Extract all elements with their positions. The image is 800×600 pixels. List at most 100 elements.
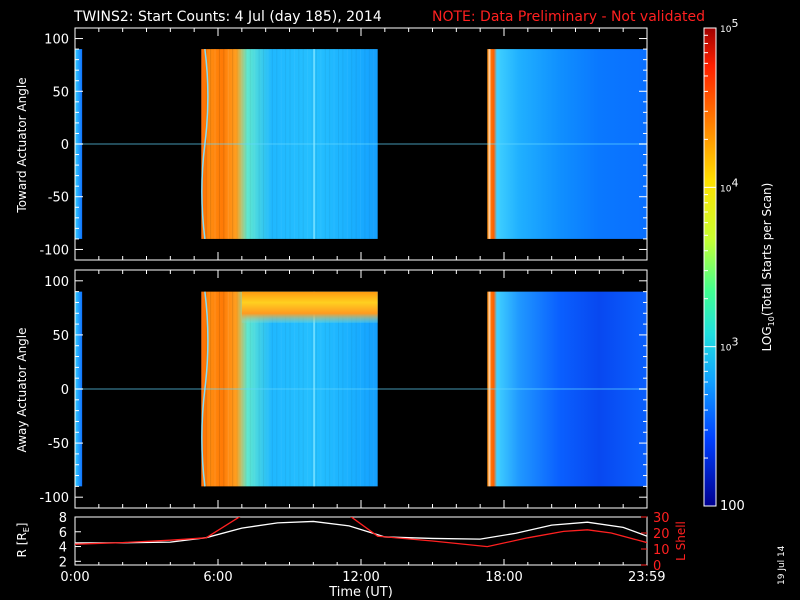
away-stripe bbox=[276, 291, 278, 487]
toward-stripe bbox=[218, 49, 220, 239]
lshell-ytick-label: 20 bbox=[653, 527, 670, 542]
away-stripe bbox=[245, 291, 247, 487]
away-ytick-label: -100 bbox=[39, 491, 69, 506]
away-stripe bbox=[205, 291, 207, 487]
away-stripe bbox=[289, 291, 291, 487]
away-stripe bbox=[263, 291, 265, 487]
toward-stripe bbox=[289, 49, 291, 239]
away-stripe bbox=[218, 291, 220, 487]
toward-stripe bbox=[267, 49, 269, 239]
colorbar-gradient bbox=[704, 28, 716, 506]
toward-data-block-3 bbox=[487, 49, 647, 239]
away-stripe bbox=[214, 291, 216, 487]
lshell-ytick-label: 10 bbox=[653, 543, 670, 558]
toward-stripe bbox=[324, 49, 326, 239]
away-panel: -100 -50 0 50 100 Away Actuator Angle bbox=[15, 269, 648, 509]
away-stripe bbox=[302, 291, 304, 487]
away-stripe bbox=[311, 291, 313, 487]
radius-ytick-label: 2 bbox=[59, 555, 67, 570]
away-stripe bbox=[201, 291, 203, 487]
toward-stripe bbox=[258, 49, 260, 239]
toward-stripe bbox=[368, 49, 370, 239]
toward-stripe bbox=[355, 49, 357, 239]
away-stripe bbox=[240, 291, 242, 487]
toward-stripe bbox=[302, 49, 304, 239]
away-stripe bbox=[280, 291, 282, 487]
time-xtick-label: 0:00 bbox=[60, 570, 89, 585]
away-data-block-2 bbox=[201, 291, 378, 487]
time-xtick-label: 6:00 bbox=[203, 570, 232, 585]
toward-stripe bbox=[311, 49, 313, 239]
time-xlabel: Time (UT) bbox=[328, 585, 393, 600]
toward-stripe bbox=[214, 49, 216, 239]
preliminary-note: NOTE: Data Preliminary - Not validated bbox=[432, 9, 705, 25]
away-stripe bbox=[236, 291, 238, 487]
colorbar-tick-label: 105 bbox=[720, 17, 738, 35]
away-stripe bbox=[285, 291, 287, 487]
toward-panel: -100 -50 0 50 100 Toward Actuator Angle bbox=[15, 27, 648, 261]
away-stripe bbox=[293, 291, 295, 487]
toward-stripe bbox=[351, 49, 353, 239]
lshell-line bbox=[75, 517, 647, 548]
away-stripe bbox=[258, 291, 260, 487]
toward-edge-line bbox=[488, 49, 491, 239]
away-ytick-label: 50 bbox=[52, 329, 69, 344]
away-stripe bbox=[307, 291, 309, 487]
away-stripe bbox=[351, 291, 353, 487]
toward-stripe bbox=[249, 49, 251, 239]
time-xtick-label: 18:00 bbox=[485, 570, 522, 585]
date-stamp: 19 Jul 14 bbox=[777, 545, 787, 585]
toward-stripe bbox=[205, 49, 207, 239]
toward-stripe bbox=[285, 49, 287, 239]
toward-stripe bbox=[276, 49, 278, 239]
toward-stripe bbox=[342, 49, 344, 239]
radius-ytick-label: 6 bbox=[59, 526, 67, 541]
toward-zero-band bbox=[75, 143, 647, 145]
toward-spike-line bbox=[313, 49, 315, 239]
away-stripe bbox=[271, 291, 273, 487]
away-stripe bbox=[249, 291, 251, 487]
toward-stripe bbox=[293, 49, 295, 239]
away-stripe bbox=[254, 291, 256, 487]
toward-ytick-label: -100 bbox=[39, 243, 69, 258]
radius-line bbox=[75, 520, 647, 544]
away-stripe bbox=[342, 291, 344, 487]
away-ytick-label: -50 bbox=[48, 437, 69, 452]
away-stripe bbox=[346, 291, 348, 487]
toward-stripe bbox=[271, 49, 273, 239]
toward-edge-trace bbox=[201, 48, 209, 240]
colorbar-tick-label: 103 bbox=[720, 336, 738, 354]
away-stripe bbox=[364, 291, 366, 487]
toward-stripe bbox=[232, 49, 234, 239]
toward-stripe bbox=[263, 49, 265, 239]
away-stripe bbox=[210, 291, 212, 487]
away-stripe bbox=[355, 291, 357, 487]
toward-stripe bbox=[329, 49, 331, 239]
radius-ylabel: R [RE] bbox=[15, 523, 31, 558]
toward-stripe bbox=[298, 49, 300, 239]
away-stripe bbox=[315, 291, 317, 487]
toward-stripe bbox=[201, 49, 203, 239]
toward-stripe bbox=[373, 49, 375, 239]
toward-stripe bbox=[223, 49, 225, 239]
toward-stripe bbox=[315, 49, 317, 239]
toward-ytick-label: -50 bbox=[48, 191, 69, 206]
away-high-band bbox=[241, 291, 378, 323]
away-ytick-label: 0 bbox=[61, 383, 69, 398]
toward-stripe bbox=[333, 49, 335, 239]
colorbar-label: LOG10(Total Starts per Scan) bbox=[760, 183, 776, 352]
away-stripe bbox=[267, 291, 269, 487]
toward-stripe bbox=[338, 49, 340, 239]
away-stripe bbox=[232, 291, 234, 487]
colorbar-tick-label: 100 bbox=[720, 499, 745, 514]
away-edge-trace bbox=[201, 291, 209, 487]
away-stripe bbox=[329, 291, 331, 487]
toward-stripe bbox=[210, 49, 212, 239]
toward-ytick-label: 0 bbox=[61, 138, 69, 153]
away-stripe bbox=[320, 291, 322, 487]
away-data-block-3 bbox=[487, 291, 647, 487]
away-stripe bbox=[298, 291, 300, 487]
away-edge-line bbox=[488, 291, 491, 487]
